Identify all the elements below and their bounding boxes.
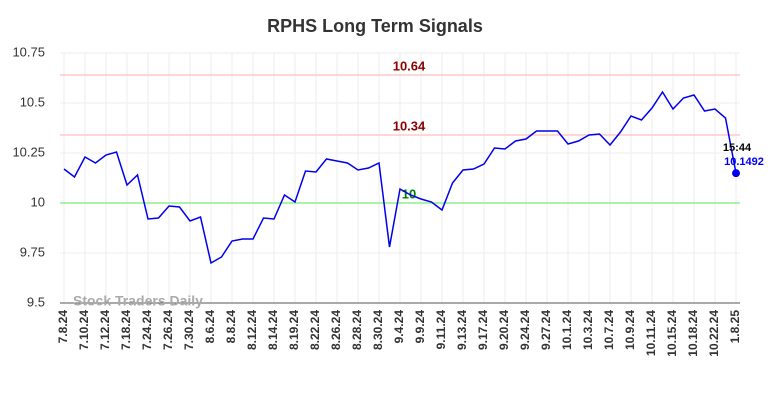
y-tick-label: 9.75 — [20, 244, 45, 259]
x-tick-label: 8.12.24 — [245, 310, 259, 350]
x-tick-label: 10.3.24 — [581, 310, 595, 350]
x-tick-label: 10.18.24 — [686, 310, 700, 357]
y-tick-label: 9.5 — [27, 294, 45, 309]
y-tick-label: 10 — [31, 194, 45, 209]
x-tick-label: 10.1.24 — [560, 310, 574, 350]
x-tick-label: 9.27.24 — [539, 310, 553, 350]
x-tick-label: 7.8.24 — [56, 310, 70, 344]
x-tick-label: 10.15.24 — [665, 310, 679, 357]
x-tick-label: 9.11.24 — [434, 310, 448, 350]
x-tick-label: 8.30.24 — [371, 310, 385, 350]
level-label: 10.64 — [393, 58, 426, 73]
x-tick-label: 9.20.24 — [497, 310, 511, 350]
x-tick-label: 8.14.24 — [266, 310, 280, 350]
y-tick-label: 10.75 — [12, 44, 45, 59]
x-tick-label: 7.18.24 — [119, 310, 133, 350]
x-tick-label: 8.28.24 — [350, 310, 364, 350]
level-label: 10.34 — [393, 118, 426, 133]
x-tick-label: 9.17.24 — [476, 310, 490, 350]
x-tick-label: 10.9.24 — [623, 310, 637, 350]
price-line — [63, 90, 737, 265]
x-tick-label: 9.9.24 — [413, 310, 427, 344]
x-tick-label: 9.24.24 — [518, 310, 532, 350]
last-value: 10.1492 — [724, 156, 764, 168]
x-tick-label: 7.26.24 — [161, 310, 175, 350]
x-tick-label: 7.12.24 — [98, 310, 112, 350]
x-tick-label: 10.11.24 — [644, 310, 658, 356]
x-tick-label: 10.7.24 — [602, 310, 616, 350]
x-tick-label: 9.13.24 — [455, 310, 469, 350]
x-tick-label: 7.10.24 — [77, 310, 91, 350]
x-tick-label: 9.4.24 — [392, 310, 406, 344]
x-tick-label: 8.6.24 — [203, 310, 217, 344]
x-tick-label: 8.19.24 — [287, 310, 301, 350]
x-tick-label: 10.22.24 — [707, 310, 721, 357]
y-tick-label: 10.25 — [12, 144, 45, 159]
x-tick-label: 7.30.24 — [182, 310, 196, 350]
chart-title: RPHS Long Term Signals — [267, 16, 483, 36]
y-tick-label: 10.5 — [20, 94, 45, 109]
x-tick-label: 8.26.24 — [329, 310, 343, 350]
x-tick-label: 7.24.24 — [140, 310, 154, 350]
x-tick-label: 1.8.25 — [728, 310, 742, 344]
x-tick-label: 8.8.24 — [224, 310, 238, 344]
last-point — [732, 169, 740, 178]
last-time: 15:44 — [723, 142, 752, 154]
watermark: Stock Traders Daily — [73, 293, 203, 309]
x-tick-label: 8.22.24 — [308, 310, 322, 350]
